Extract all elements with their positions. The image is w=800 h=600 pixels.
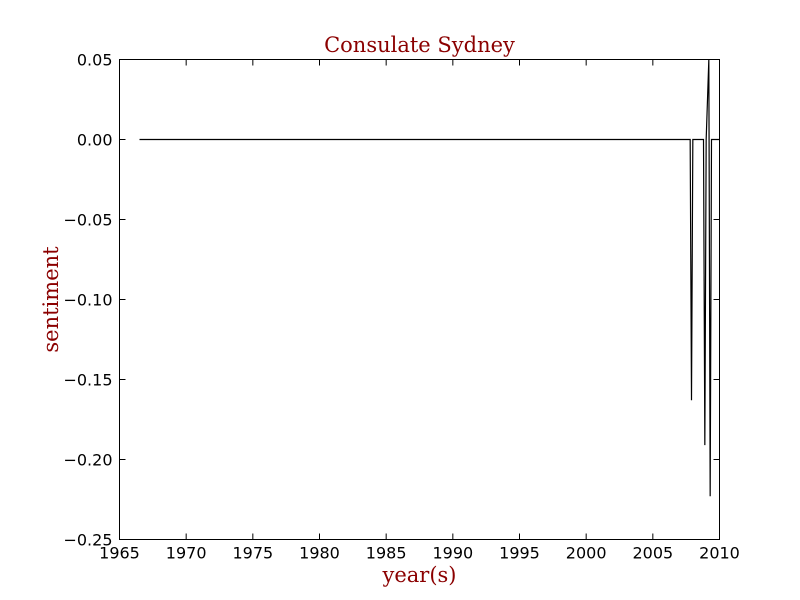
x-tick-label: 1975 bbox=[232, 544, 273, 563]
chart-title: Consulate Sydney bbox=[324, 33, 515, 57]
y-tick-label: −0.15 bbox=[63, 371, 112, 390]
x-tick-label: 2000 bbox=[566, 544, 607, 563]
x-tick-label: 1990 bbox=[432, 544, 473, 563]
axis-ticks bbox=[119, 59, 720, 540]
series-line bbox=[139, 59, 720, 497]
y-tick-label: 0.05 bbox=[77, 51, 113, 70]
x-tick-label: 1970 bbox=[166, 544, 207, 563]
y-tick-label: −0.05 bbox=[63, 211, 112, 230]
x-tick-label: 2010 bbox=[699, 544, 740, 563]
x-tick-label: 2005 bbox=[632, 544, 673, 563]
tick-labels: 1965 1970 1975 1980 1985 1990 1995 2000 2005 2010… bbox=[63, 51, 739, 563]
x-tick-label: 1995 bbox=[499, 544, 540, 563]
plot-frame bbox=[119, 59, 720, 540]
x-tick-label: 1965 bbox=[99, 544, 140, 563]
x-tick-label: 1980 bbox=[299, 544, 340, 563]
y-tick-label: −0.25 bbox=[63, 531, 112, 550]
x-axis-title: year(s) bbox=[381, 563, 456, 587]
y-axis-title: sentiment bbox=[39, 246, 63, 353]
y-tick-label: 0.00 bbox=[77, 131, 113, 150]
x-tick-label: 1985 bbox=[366, 544, 407, 563]
y-tick-label: −0.20 bbox=[63, 451, 112, 470]
y-tick-label: −0.10 bbox=[63, 291, 112, 310]
series-layer bbox=[139, 59, 720, 497]
